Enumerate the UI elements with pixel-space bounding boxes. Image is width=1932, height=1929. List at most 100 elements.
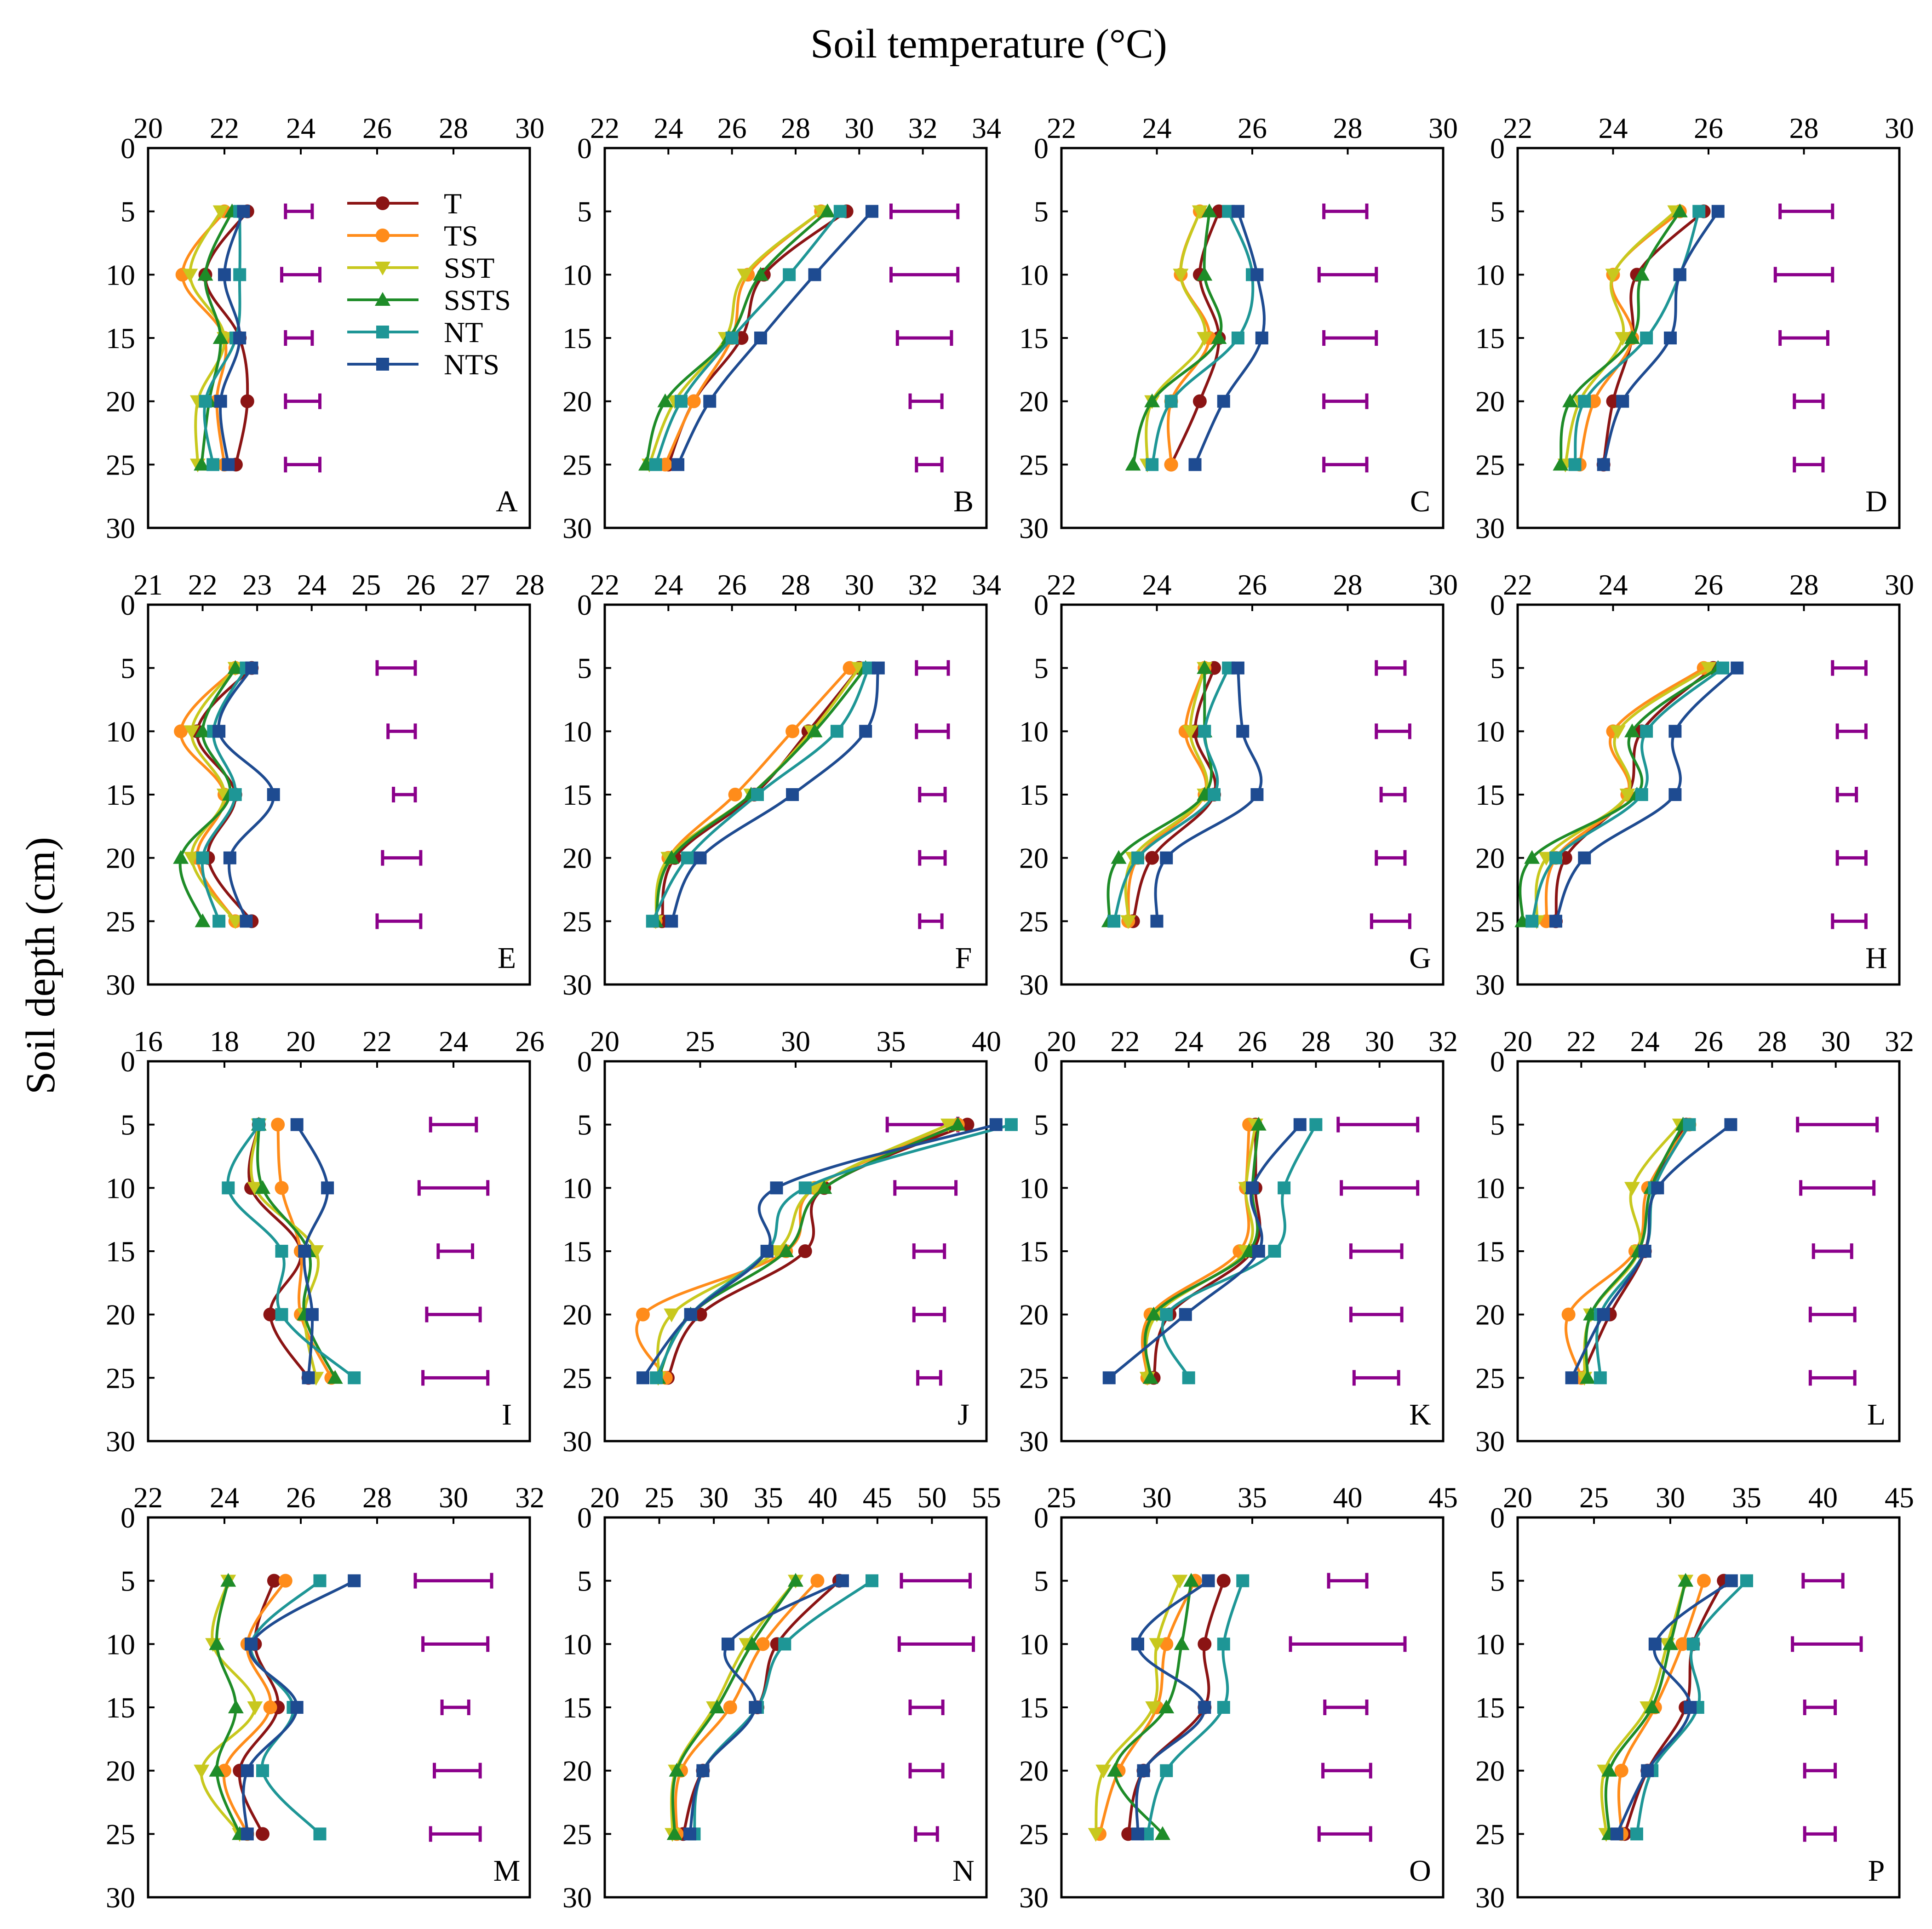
y-tick-label: 0 [577, 1501, 592, 1534]
legend-label: TS [444, 219, 478, 252]
data-point [267, 1574, 281, 1588]
error-bar [425, 1306, 482, 1322]
y-tick-label: 5 [120, 652, 135, 685]
series-NTS [214, 205, 250, 471]
x-tick-label: 22 [1047, 112, 1076, 144]
error-bar [1835, 787, 1858, 802]
series-SSTS [209, 1573, 248, 1840]
y-tick-label: 20 [1475, 385, 1505, 418]
y-tick-label: 30 [106, 1425, 135, 1458]
x-tick-label: 22 [590, 568, 619, 601]
series-NTS [683, 1574, 849, 1841]
x-tick-label: 32 [908, 568, 938, 601]
x-tick-label: 20 [286, 1025, 315, 1058]
data-point [1182, 725, 1198, 739]
y-tick-label: 20 [562, 1299, 592, 1331]
data-point [212, 330, 229, 344]
x-tick-label: 28 [1301, 1025, 1330, 1058]
data-point [1672, 203, 1688, 218]
error-bar [1323, 1700, 1369, 1715]
series-NTS [290, 1118, 334, 1385]
x-tick-label: 26 [1238, 112, 1267, 144]
data-point [199, 395, 212, 408]
data-point [1164, 395, 1178, 408]
data-point [744, 1636, 760, 1650]
data-point [1638, 1245, 1651, 1258]
error-bar [1778, 203, 1835, 219]
data-point [212, 725, 226, 738]
data-point [1197, 267, 1213, 281]
y-tick-label: 20 [106, 385, 135, 418]
data-point [1673, 268, 1686, 281]
data-point [950, 1116, 966, 1131]
error-bar [429, 1116, 478, 1133]
data-point [256, 1764, 269, 1777]
data-point [195, 723, 211, 738]
error-bar [1289, 1636, 1407, 1652]
x-tick-label: 45 [1885, 1481, 1914, 1514]
data-point [271, 1117, 285, 1132]
data-point [1578, 851, 1591, 864]
panel-label: G [1409, 941, 1431, 975]
x-tick-label: 34 [972, 112, 1001, 144]
series-NTS [212, 661, 280, 928]
data-point [305, 1308, 319, 1321]
y-tick-label: 10 [1019, 1628, 1049, 1660]
data-point [871, 661, 885, 675]
series-NTS [671, 205, 878, 471]
data-point [1684, 1701, 1697, 1714]
y-tick-label: 20 [106, 1299, 135, 1331]
data-point [209, 1636, 225, 1650]
x-tick-label: 28 [1333, 112, 1363, 144]
data-point [1198, 1701, 1211, 1714]
data-point [830, 725, 843, 738]
error-bar [915, 723, 950, 739]
data-point [1144, 393, 1160, 407]
data-point [646, 915, 659, 928]
error-bar [1801, 1573, 1845, 1589]
x-tick-label: 30 [844, 112, 874, 144]
series-NTS [1610, 1574, 1738, 1841]
data-point [1549, 915, 1562, 928]
error-bar [429, 1826, 482, 1842]
x-tick-label: 40 [808, 1481, 837, 1514]
data-point [321, 1181, 334, 1195]
error-bar [386, 723, 417, 739]
data-point [1236, 1574, 1250, 1587]
data-point [1624, 330, 1640, 344]
y-tick-label: 30 [1019, 512, 1049, 544]
y-tick-label: 30 [562, 512, 592, 544]
data-point [237, 205, 250, 218]
error-bar [915, 457, 944, 473]
error-bar [900, 1573, 972, 1589]
x-tick-label: 20 [590, 1025, 619, 1058]
data-point [1624, 1182, 1640, 1196]
y-tick-label: 15 [106, 1235, 135, 1268]
data-point [206, 458, 220, 471]
data-point [1137, 1764, 1150, 1777]
data-point [183, 725, 200, 739]
data-point [1231, 332, 1244, 344]
y-tick-label: 5 [1034, 1565, 1049, 1597]
y-tick-label: 20 [1019, 385, 1049, 418]
x-tick-label: 24 [297, 568, 327, 601]
error-bar [1349, 1243, 1404, 1259]
data-point [1701, 662, 1716, 676]
data-point [810, 1574, 825, 1588]
x-tick-label: 34 [972, 568, 1001, 601]
x-tick-label: 30 [1142, 1481, 1172, 1514]
error-bar [1812, 1243, 1853, 1259]
data-point [1246, 1181, 1259, 1195]
x-tick-label: 18 [210, 1025, 239, 1058]
y-tick-label: 30 [1019, 1425, 1049, 1458]
data-point [1561, 1307, 1576, 1322]
y-tick-label: 25 [1019, 905, 1049, 938]
data-point [212, 915, 226, 928]
x-tick-label: 24 [654, 112, 683, 144]
x-tick-label: 28 [781, 112, 810, 144]
legend-label: T [444, 187, 462, 220]
panel-K: 20 22 24 26 28 30 32 0 5 10 15 20 25 30 K [1019, 1025, 1458, 1458]
x-tick-label: 26 [1238, 1025, 1267, 1058]
x-tick-label: 30 [1885, 112, 1914, 144]
x-tick-label: 28 [1789, 112, 1819, 144]
